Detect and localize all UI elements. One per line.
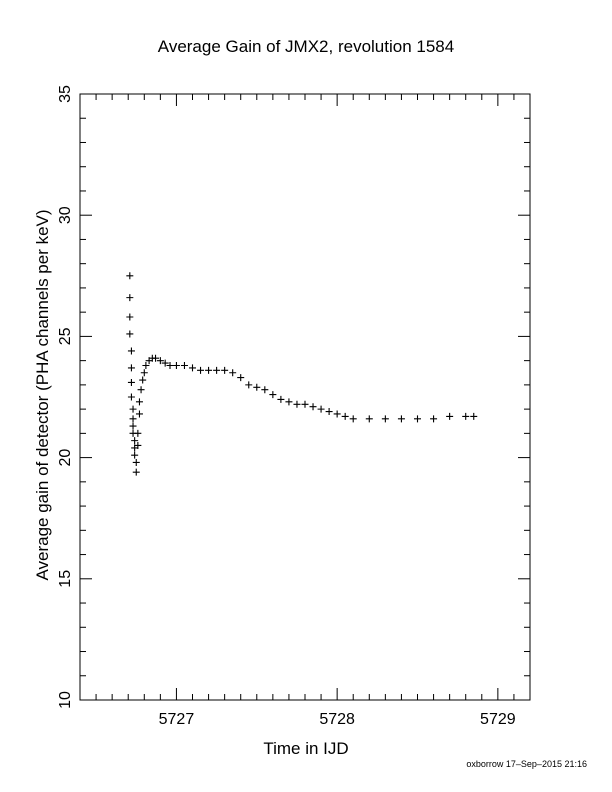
data-point (205, 366, 213, 374)
data-point (161, 359, 169, 367)
data-point (269, 391, 277, 399)
data-point (131, 451, 139, 459)
data-point (293, 400, 301, 408)
data-point (126, 313, 134, 321)
data-point (126, 272, 134, 280)
data-point (189, 364, 196, 372)
data-point (180, 361, 188, 369)
data-point (341, 412, 349, 420)
data-point (126, 294, 134, 302)
plot-frame (79, 93, 531, 701)
y-tick-label: 25 (57, 327, 74, 345)
data-point (253, 383, 261, 391)
y-tick-label: 35 (57, 85, 74, 103)
data-point (129, 422, 137, 430)
x-tick-label: 5728 (319, 711, 355, 728)
data-point (129, 415, 137, 423)
data-point (134, 441, 142, 449)
y-axis-title: Average gain of detector (PHA channels p… (33, 209, 52, 580)
data-point (127, 364, 135, 372)
data-point (132, 468, 140, 476)
data-point (127, 378, 135, 386)
data-point (349, 415, 357, 423)
data-point (317, 405, 325, 413)
data-point (301, 400, 309, 408)
data-point (430, 415, 438, 423)
data-point (172, 361, 180, 369)
x-axis: 5727 5728 5729 (79, 94, 531, 728)
data-point (245, 381, 253, 389)
data-point (134, 429, 142, 437)
data-point (156, 357, 164, 365)
data-point (140, 369, 148, 377)
y-axis: 10 15 20 25 30 35 (57, 85, 530, 709)
data-point (277, 395, 285, 403)
data-point (333, 410, 341, 418)
data-point (381, 415, 389, 423)
data-point (152, 354, 160, 362)
data-point (142, 361, 150, 369)
data-point (213, 366, 221, 374)
data-point (221, 366, 229, 374)
chart-title: Average Gain of JMX2, revolution 1584 (158, 37, 454, 56)
footer-credit: oxborrow 17–Sep–2015 21:16 (466, 759, 587, 769)
data-point (470, 412, 478, 420)
data-point (285, 398, 293, 406)
data-point (197, 366, 205, 374)
data-point (127, 347, 135, 355)
data-point (462, 412, 470, 420)
y-tick-label: 20 (57, 449, 74, 467)
x-tick-label: 5729 (480, 711, 516, 728)
data-point (309, 403, 317, 411)
data-point (397, 415, 405, 423)
data-point (365, 415, 373, 423)
data-point (127, 393, 135, 401)
data-point (446, 412, 454, 420)
data-point (166, 361, 174, 369)
x-axis-title: Time in IJD (263, 739, 348, 758)
y-tick-label: 30 (57, 206, 74, 224)
data-point (237, 374, 245, 382)
y-tick-label: 10 (57, 691, 74, 709)
data-point (135, 410, 143, 418)
data-point (132, 458, 140, 466)
data-series (126, 272, 478, 476)
data-point (261, 386, 269, 394)
data-point (131, 437, 139, 445)
y-tick-label: 15 (57, 570, 74, 588)
data-point (414, 415, 421, 423)
x-tick-label: 5727 (159, 711, 195, 728)
data-point (137, 386, 145, 394)
data-point (325, 408, 333, 416)
data-point (126, 330, 134, 338)
data-point (135, 398, 143, 406)
data-point (229, 369, 237, 377)
data-point (139, 376, 147, 384)
data-point (129, 405, 137, 413)
